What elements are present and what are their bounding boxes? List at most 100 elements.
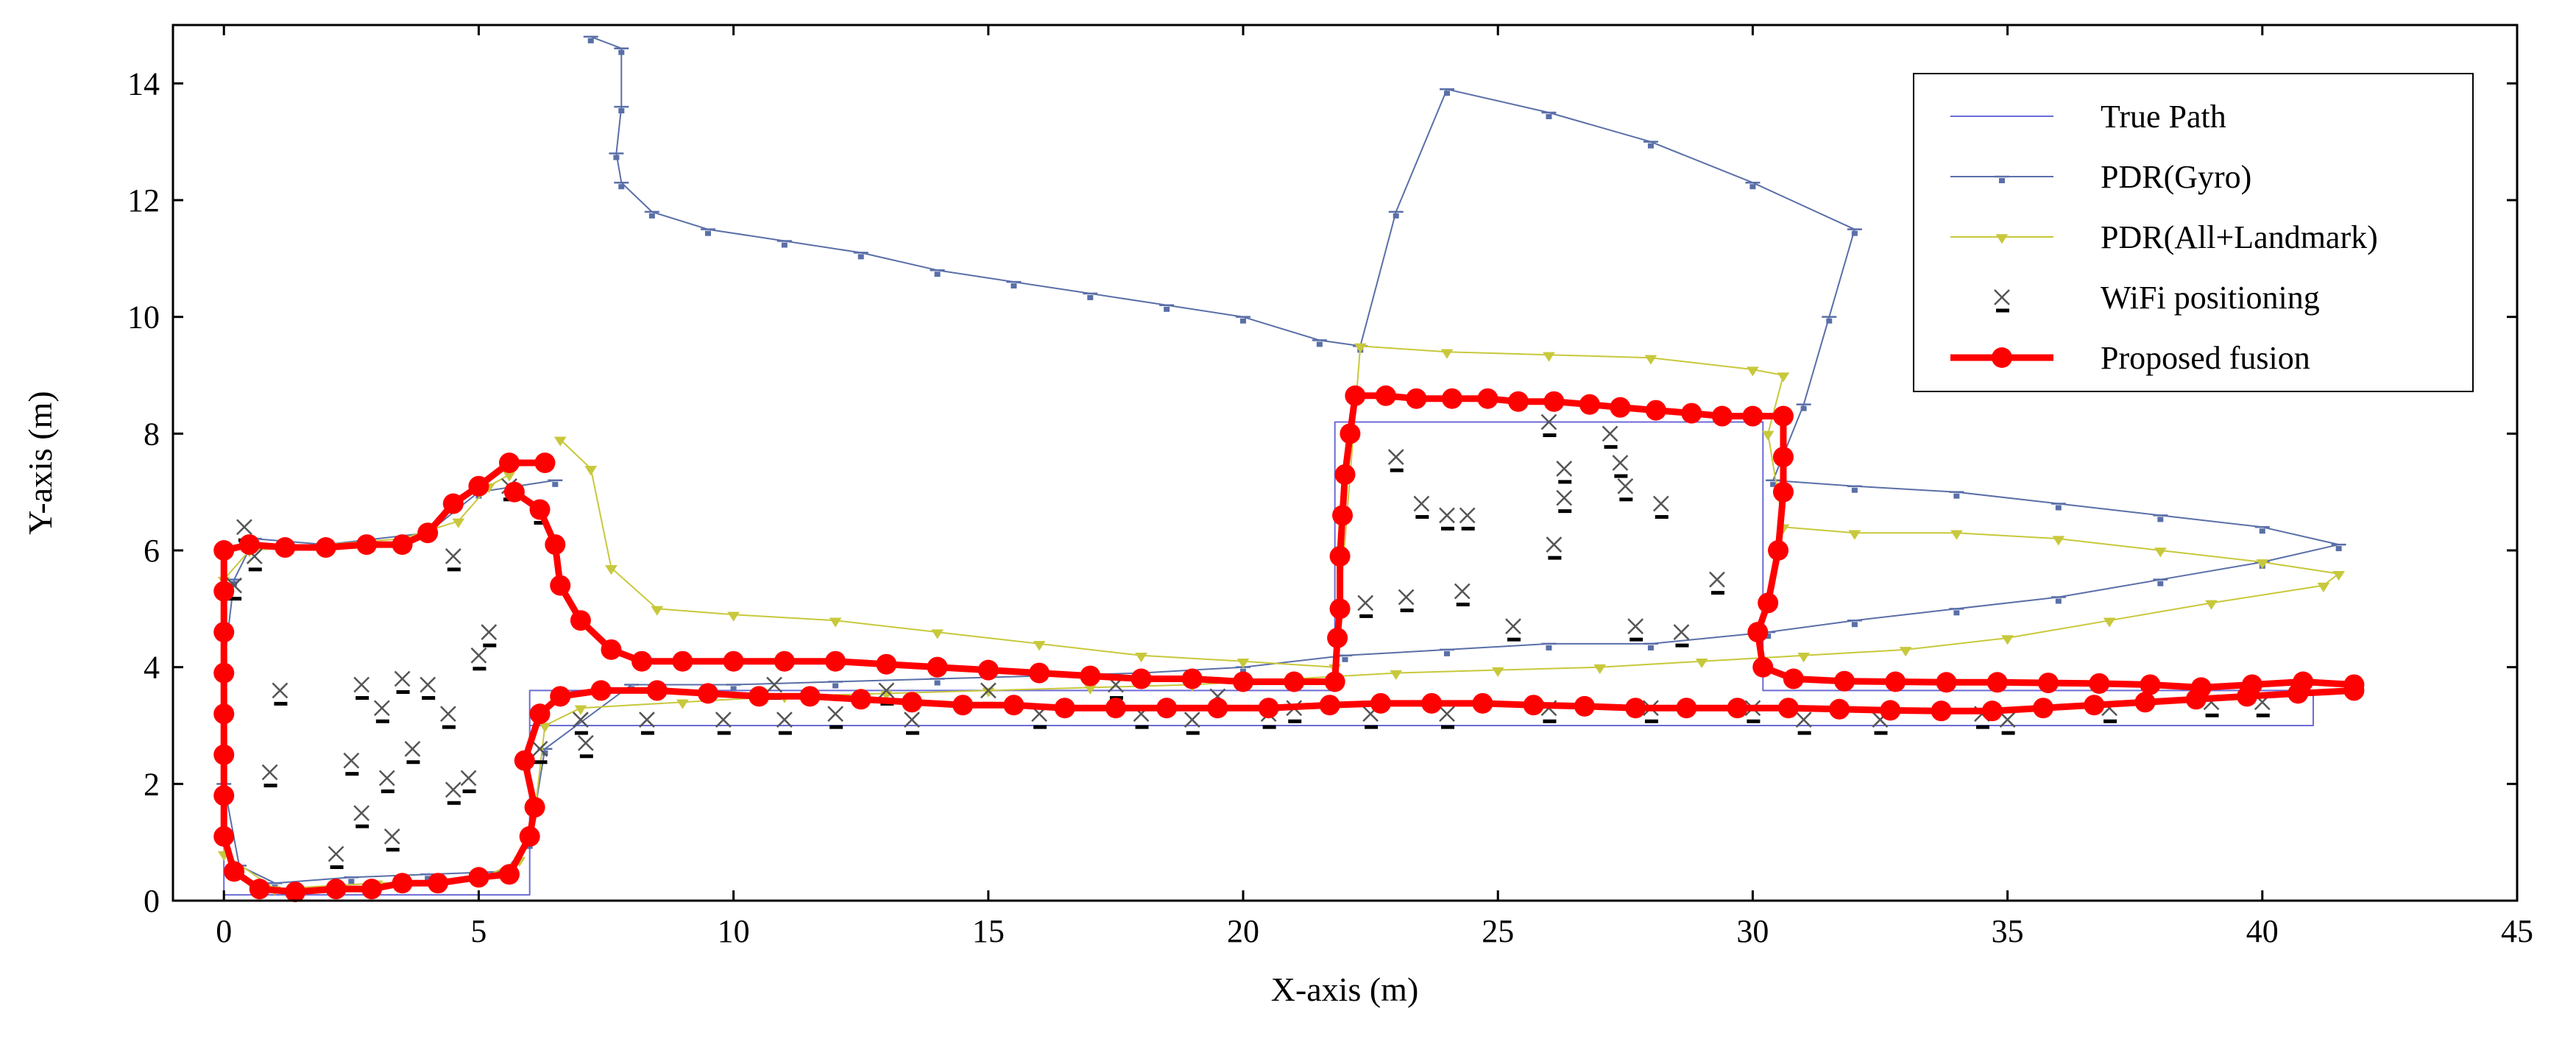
- data-point: [1795, 712, 1812, 735]
- data-point: [1080, 665, 1101, 687]
- data-point: [1847, 619, 1862, 628]
- data-point: [1491, 667, 1504, 678]
- marker-stroke: [420, 676, 436, 693]
- data-point: [1440, 349, 1454, 359]
- data-point: [545, 534, 566, 556]
- data-point: [1329, 545, 1351, 567]
- data-point: [1758, 592, 1779, 614]
- data-point: [1354, 343, 1367, 353]
- marker-block: [1851, 622, 1858, 628]
- legend: True Path PDR(Gyro) PDR(All+Landmark) WiFi …: [1913, 73, 2474, 392]
- data-point: [698, 683, 719, 704]
- data-point: [1695, 658, 1708, 669]
- x-tick-label: 30: [1736, 913, 1769, 949]
- data-point: [1233, 671, 1254, 692]
- marker-stroke: [1795, 712, 1812, 728]
- data-point: [1387, 449, 1404, 472]
- marker-block: [1749, 184, 1756, 190]
- marker-block: [1953, 493, 1960, 499]
- data-point: [445, 781, 461, 805]
- x-tick-label: 5: [470, 913, 486, 949]
- data-point: [514, 750, 535, 771]
- data-point: [570, 610, 591, 631]
- data-point: [392, 534, 413, 556]
- marker-stroke: [261, 764, 278, 781]
- marker-block: [2335, 546, 2342, 552]
- data-point: [2134, 692, 2156, 713]
- y-tick-label: 0: [144, 883, 160, 919]
- marker-stroke: [577, 734, 594, 751]
- data-point: [1459, 507, 1476, 531]
- data-point: [1156, 698, 1178, 719]
- marker-stroke: [1556, 489, 1573, 506]
- data-point: [829, 617, 842, 628]
- marker-stroke: [1602, 425, 1618, 442]
- data-point: [2317, 582, 2330, 592]
- data-point: [1398, 589, 1415, 612]
- marker-block: [1770, 481, 1777, 487]
- marker-stroke: [1459, 507, 1476, 524]
- marker-block: [1393, 213, 1399, 219]
- data-point: [1931, 701, 1952, 722]
- marker-stroke: [1612, 455, 1629, 471]
- data-point: [1135, 653, 1147, 663]
- data-point: [1319, 695, 1340, 716]
- marker-stroke: [827, 706, 843, 723]
- marker-stroke: [1627, 618, 1644, 635]
- marker-stroke: [343, 752, 360, 769]
- x-tick-label: 20: [1227, 913, 1259, 949]
- marker-stroke: [715, 712, 732, 728]
- legend-item: PDR(Gyro): [1950, 159, 2251, 195]
- marker-block: [934, 680, 941, 686]
- series-proposed-fusion: [213, 385, 2365, 903]
- marker-block: [1087, 294, 1094, 300]
- marker-stroke: [1505, 618, 1521, 635]
- marker-stroke: [445, 781, 461, 798]
- data-point: [213, 744, 235, 765]
- marker-block: [1851, 230, 1858, 236]
- data-point: [577, 734, 594, 759]
- data-point: [440, 706, 456, 729]
- data-point: [2332, 570, 2346, 581]
- data-point: [609, 152, 624, 160]
- data-point: [550, 686, 571, 707]
- data-point: [644, 210, 659, 219]
- data-point: [1574, 695, 1595, 717]
- data-point: [614, 181, 629, 190]
- data-point: [1949, 491, 1964, 499]
- data-point: [445, 548, 461, 572]
- data-point: [238, 534, 260, 556]
- legend-item: PDR(All+Landmark): [1950, 219, 2378, 255]
- data-point: [481, 624, 498, 648]
- data-point: [1761, 430, 1774, 441]
- data-point: [1772, 405, 1794, 427]
- data-point: [1327, 628, 1348, 648]
- data-point: [503, 481, 525, 503]
- data-point: [1033, 641, 1046, 651]
- data-point: [2154, 547, 2167, 558]
- data-point: [2153, 514, 2168, 522]
- marker-block: [730, 686, 737, 692]
- data-point: [378, 770, 395, 793]
- data-point: [1540, 414, 1557, 437]
- data-point: [1472, 692, 1493, 714]
- data-point: [1899, 647, 1912, 657]
- data-point: [553, 436, 567, 447]
- marker-block: [1011, 283, 1017, 289]
- marker-stroke: [246, 548, 263, 564]
- data-point: [2050, 596, 2066, 604]
- data-point: [631, 650, 652, 672]
- legend-label: PDR(All+Landmark): [2101, 219, 2378, 255]
- data-point: [272, 682, 289, 706]
- data-point: [1357, 595, 1374, 618]
- data-point: [574, 705, 587, 715]
- data-point: [1681, 403, 1702, 424]
- legend-label: Proposed fusion: [2101, 340, 2310, 376]
- data-point: [1454, 583, 1471, 607]
- data-point: [1777, 372, 1790, 383]
- marker-stroke: [373, 700, 390, 717]
- data-point: [1439, 88, 1454, 96]
- marker-stroke: [878, 682, 895, 699]
- marker-block: [1953, 610, 1960, 616]
- data-point: [2343, 674, 2365, 695]
